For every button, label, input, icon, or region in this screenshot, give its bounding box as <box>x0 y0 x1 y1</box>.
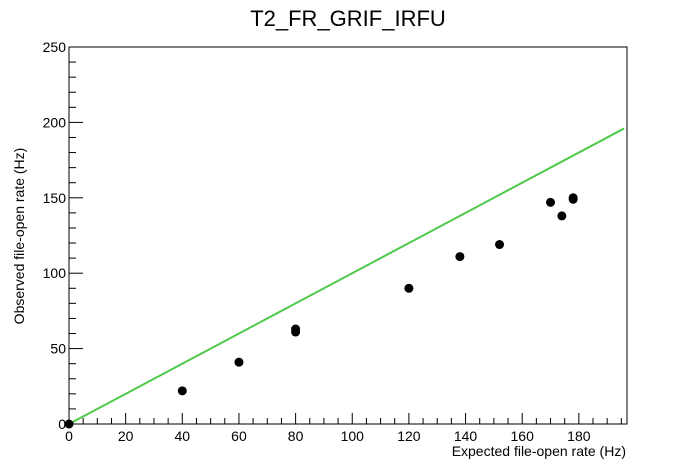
x-tick-label: 20 <box>118 428 134 444</box>
y-tick-label: 150 <box>43 190 67 206</box>
y-tick-label: 200 <box>43 114 67 130</box>
data-point <box>557 211 567 221</box>
data-point <box>404 283 414 293</box>
x-tick-label: 140 <box>454 428 478 444</box>
y-tick-label: 50 <box>50 341 66 357</box>
x-tick-label: 40 <box>175 428 191 444</box>
x-tick-label: 100 <box>341 428 365 444</box>
data-point <box>234 357 244 367</box>
reference-line-group <box>68 127 625 425</box>
data-point <box>495 240 505 250</box>
data-point <box>177 386 187 396</box>
x-tick-label: 80 <box>288 428 304 444</box>
reference-line <box>68 127 625 425</box>
x-tick-label: 120 <box>397 428 421 444</box>
x-tick-label: 180 <box>567 428 591 444</box>
y-axis-ticks: 0 50 100 150 200 250 <box>43 39 83 432</box>
y-tick-label: 100 <box>43 265 67 281</box>
chart-title: T2_FR_GRIF_IRFU <box>250 6 446 31</box>
x-axis-title: Expected file-open rate (Hz) <box>452 443 626 459</box>
data-points <box>64 193 578 429</box>
x-tick-label: 160 <box>511 428 535 444</box>
y-axis-title: Observed file-open rate (Hz) <box>11 148 27 325</box>
y-tick-label: 250 <box>43 39 67 55</box>
x-axis-ticks: 0 20 40 60 80 100 120 140 160 180 <box>65 413 622 444</box>
x-tick-label: 60 <box>231 428 247 444</box>
data-point <box>568 194 578 204</box>
y-tick-label: 0 <box>58 416 66 432</box>
data-point <box>64 419 74 429</box>
data-point <box>455 252 465 262</box>
data-point <box>546 197 556 207</box>
plot-frame <box>68 46 628 425</box>
x-tick-label: 0 <box>65 428 73 444</box>
data-point <box>291 324 301 334</box>
